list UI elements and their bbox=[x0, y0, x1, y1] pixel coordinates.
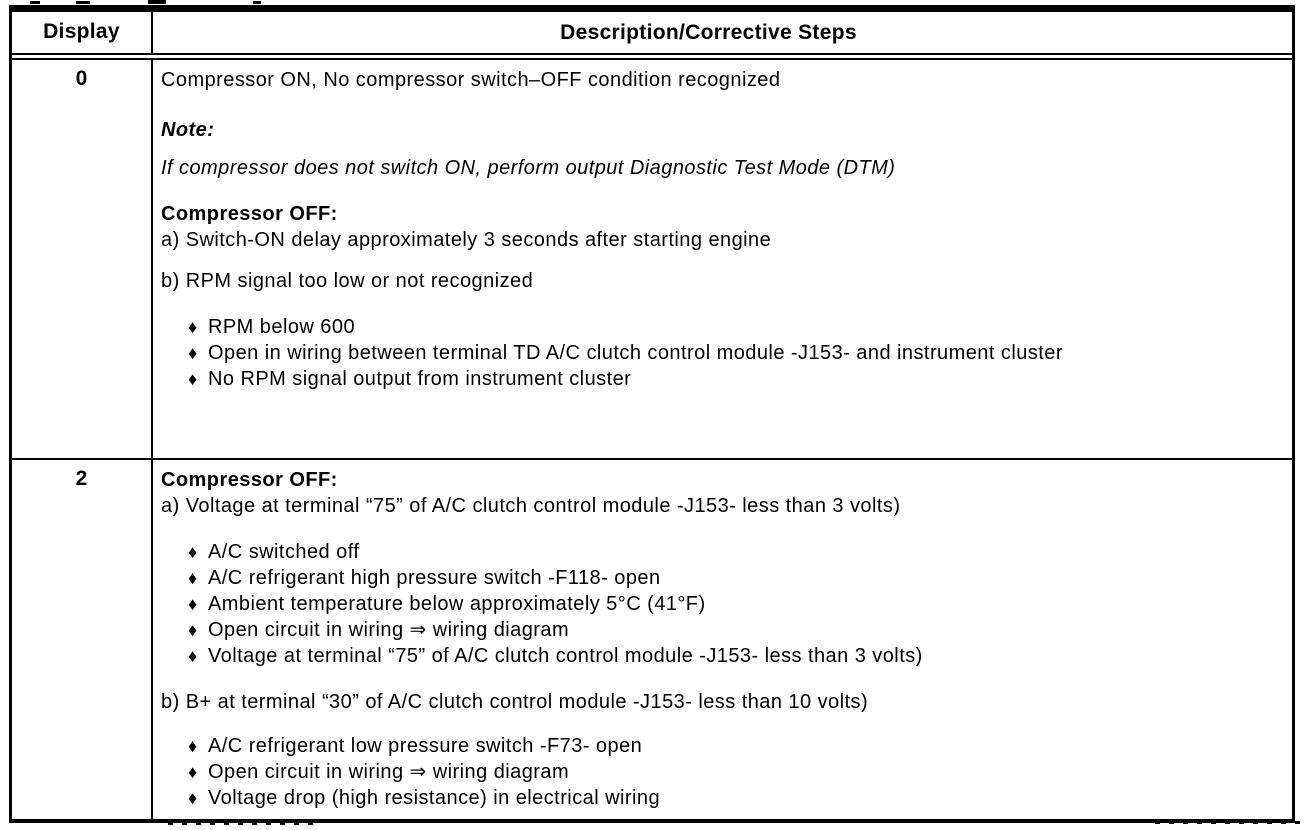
diamond-bullet-icon: ♦ bbox=[188, 369, 198, 389]
bullet-text: Open circuit in wiring ⇒ wiring diagram bbox=[208, 619, 570, 641]
display-code: 2 bbox=[75, 467, 88, 490]
diamond-bullet-icon: ♦ bbox=[188, 646, 198, 666]
diamond-bullet-icon: ♦ bbox=[188, 736, 198, 756]
bullet-list-a: ♦ A/C switched off ♦ A/C refrigerant hig… bbox=[188, 539, 1256, 669]
scan-artifact bbox=[148, 0, 166, 4]
bullet-item: ♦ Open circuit in wiring ⇒ wiring diagra… bbox=[188, 617, 1256, 643]
description-cell: Compressor OFF: a) Voltage at terminal “… bbox=[153, 460, 1292, 819]
display-code-cell: 0 bbox=[12, 60, 153, 458]
display-code: 0 bbox=[75, 67, 88, 90]
compressor-off-label: Compressor OFF: bbox=[161, 469, 338, 491]
header-display: Display bbox=[12, 12, 153, 53]
diamond-bullet-icon: ♦ bbox=[188, 788, 198, 808]
compressor-off-label: Compressor OFF: bbox=[161, 203, 338, 225]
step-a-text: a) Voltage at terminal “75” of A/C clutc… bbox=[161, 495, 901, 517]
bullet-text: No RPM signal output from instrument clu… bbox=[208, 368, 632, 390]
display-code-cell: 2 bbox=[12, 460, 153, 819]
bullet-item: ♦ Voltage at terminal “75” of A/C clutch… bbox=[188, 643, 1256, 669]
diamond-bullet-icon: ♦ bbox=[188, 568, 198, 588]
scan-artifact bbox=[76, 1, 90, 4]
bullet-list-b: ♦ A/C refrigerant low pressure switch -F… bbox=[188, 733, 1256, 811]
bullet-text: A/C switched off bbox=[208, 541, 360, 563]
table-row-display-0: 0 Compressor ON, No compressor switch–OF… bbox=[12, 60, 1292, 458]
diagnostic-table: Display Description/Corrective Steps 0 C… bbox=[9, 5, 1295, 823]
bullet-item: ♦ No RPM signal output from instrument c… bbox=[188, 366, 1256, 392]
bullet-text: Open in wiring between terminal TD A/C c… bbox=[208, 342, 1063, 364]
bullet-item: ♦ Open in wiring between terminal TD A/C… bbox=[188, 340, 1256, 366]
bullet-item: ♦ RPM below 600 bbox=[188, 314, 1256, 340]
note-text: If compressor does not switch ON, perfor… bbox=[161, 157, 896, 179]
bullet-text: RPM below 600 bbox=[208, 316, 356, 338]
bullet-text: Open circuit in wiring ⇒ wiring diagram bbox=[208, 761, 570, 783]
description-cell: Compressor ON, No compressor switch–OFF … bbox=[153, 60, 1292, 458]
bullet-item: ♦ Open circuit in wiring ⇒ wiring diagra… bbox=[188, 759, 1256, 785]
condition-text: Compressor ON, No compressor switch–OFF … bbox=[161, 69, 781, 91]
bullet-item: ♦ A/C refrigerant low pressure switch -F… bbox=[188, 733, 1256, 759]
scan-artifact bbox=[168, 822, 313, 825]
diamond-bullet-icon: ♦ bbox=[188, 762, 198, 782]
step-b-text: b) B+ at terminal “30” of A/C clutch con… bbox=[161, 691, 869, 713]
bullet-list: ♦ RPM below 600 ♦ Open in wiring between… bbox=[188, 314, 1256, 392]
bullet-text: Voltage drop (high resistance) in electr… bbox=[208, 787, 661, 809]
bullet-text: A/C refrigerant low pressure switch -F73… bbox=[208, 735, 643, 757]
scan-artifact bbox=[253, 1, 261, 4]
bullet-text: Ambient temperature below approximately … bbox=[208, 593, 706, 615]
bullet-text: Voltage at terminal “75” of A/C clutch c… bbox=[208, 645, 923, 667]
diamond-bullet-icon: ♦ bbox=[188, 594, 198, 614]
header-description: Description/Corrective Steps bbox=[560, 21, 857, 44]
table-header-row: Display Description/Corrective Steps bbox=[12, 12, 1292, 60]
bullet-item: ♦ Ambient temperature below approximatel… bbox=[188, 591, 1256, 617]
bullet-item: ♦ A/C switched off bbox=[188, 539, 1256, 565]
step-b-text: b) RPM signal too low or not recognized bbox=[161, 270, 534, 292]
note-label: Note: bbox=[161, 119, 215, 141]
step-a-text: a) Switch-ON delay approximately 3 secon… bbox=[161, 229, 772, 251]
step-a-block: Compressor OFF: a) Switch-ON delay appro… bbox=[161, 201, 1256, 253]
table-row-display-2: 2 Compressor OFF: a) Voltage at terminal… bbox=[12, 458, 1292, 819]
diamond-bullet-icon: ♦ bbox=[188, 317, 198, 337]
bullet-text: A/C refrigerant high pressure switch -F1… bbox=[208, 567, 661, 589]
bullet-item: ♦ Voltage drop (high resistance) in elec… bbox=[188, 785, 1256, 811]
step-a-block: Compressor OFF: a) Voltage at terminal “… bbox=[161, 467, 1256, 519]
diamond-bullet-icon: ♦ bbox=[188, 620, 198, 640]
diamond-bullet-icon: ♦ bbox=[188, 542, 198, 562]
diamond-bullet-icon: ♦ bbox=[188, 343, 198, 363]
scan-artifact bbox=[30, 1, 40, 4]
bullet-item: ♦ A/C refrigerant high pressure switch -… bbox=[188, 565, 1256, 591]
